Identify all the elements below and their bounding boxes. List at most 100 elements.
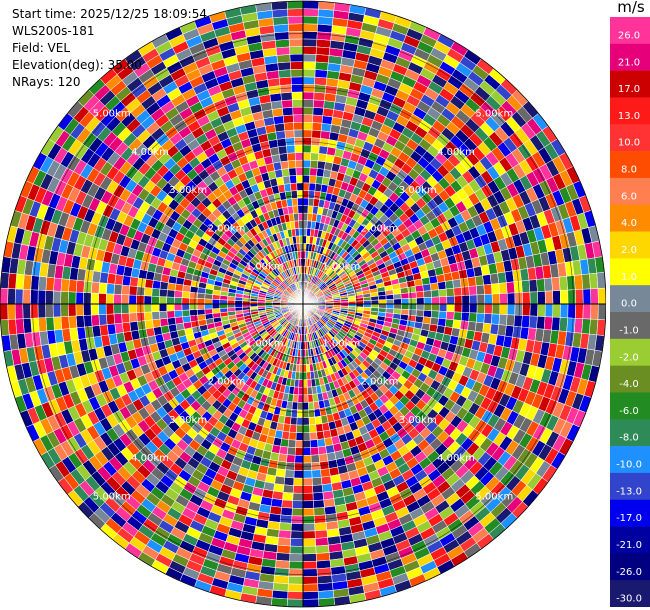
velocity-gate — [320, 468, 331, 478]
velocity-gate — [128, 294, 137, 305]
colorbar-tick-label: 1.0 — [621, 272, 637, 283]
velocity-gate — [75, 303, 84, 317]
velocity-gate — [597, 303, 606, 321]
velocity-gate — [181, 309, 191, 317]
range-ring-label: 2.00km — [208, 377, 246, 388]
velocity-gate — [543, 277, 553, 292]
range-ring-label: 3.00km — [169, 185, 207, 196]
velocity-gate — [302, 38, 318, 48]
velocity-gate — [0, 303, 9, 321]
velocity-gate — [558, 276, 569, 291]
velocity-gate — [286, 152, 296, 162]
velocity-gate — [287, 8, 304, 17]
range-ring-label: 1.00km — [246, 262, 284, 273]
velocity-gate — [279, 445, 289, 455]
velocity-gate — [320, 130, 331, 140]
velocity-gate — [274, 31, 290, 41]
velocity-gate — [506, 281, 516, 294]
velocity-gate — [37, 276, 48, 291]
velocity-gate — [522, 303, 531, 317]
velocity-gate — [75, 315, 85, 329]
velocity-gate — [60, 316, 70, 330]
velocity-gate — [320, 475, 332, 486]
velocity-gate — [312, 492, 324, 501]
velocity-gate — [558, 317, 569, 332]
velocity-gate — [491, 283, 500, 295]
velocity-gate — [302, 228, 308, 237]
velocity-gate — [499, 293, 508, 305]
velocity-gate — [219, 307, 228, 313]
velocity-gate — [309, 160, 319, 169]
velocity-gate — [30, 303, 39, 319]
velocity-gate — [113, 313, 123, 325]
velocity-gate — [278, 522, 292, 532]
velocity-gate — [196, 298, 205, 305]
range-ring-label: 2.00km — [361, 377, 399, 388]
velocity-gate — [306, 371, 312, 380]
colorbar-tick-label: -8.0 — [619, 433, 639, 444]
velocity-gate — [302, 492, 314, 502]
velocity-gate — [197, 314, 206, 321]
velocity-gate — [474, 321, 485, 333]
velocity-gate — [453, 311, 463, 321]
colorbar-tick-label: -17.0 — [616, 513, 642, 524]
velocity-gate — [590, 288, 599, 305]
velocity-gate — [166, 310, 176, 319]
velocity-gate — [152, 318, 162, 328]
velocity-gate — [307, 386, 313, 396]
velocity-gate — [302, 61, 316, 70]
velocity-gate — [575, 289, 584, 305]
velocity-gate — [320, 122, 332, 133]
colorbar-tick-label: -1.0 — [619, 326, 639, 337]
velocity-gate — [67, 303, 77, 317]
velocity-gate — [313, 507, 326, 517]
velocity-gate — [302, 530, 316, 540]
velocity-gate — [75, 291, 84, 305]
velocity-gate — [309, 439, 319, 448]
velocity-gate — [174, 290, 183, 298]
velocity-gate — [302, 15, 319, 25]
velocity-gate — [128, 303, 137, 314]
velocity-gate — [430, 289, 440, 298]
velocity-gate — [121, 312, 130, 324]
velocity-gate — [196, 303, 205, 310]
velocity-gate — [292, 485, 304, 494]
velocity-gate — [281, 99, 293, 109]
velocity-gate — [310, 152, 320, 162]
velocity-gate — [174, 310, 183, 318]
velocity-gate — [421, 276, 431, 286]
velocity-gate — [60, 303, 69, 317]
velocity-gate — [284, 190, 293, 200]
velocity-gate — [297, 394, 304, 403]
velocity-gate — [289, 553, 304, 562]
velocity-gate — [277, 453, 288, 463]
velocity-gate — [363, 300, 372, 305]
velocity-gate — [506, 314, 516, 327]
velocity-gate — [543, 316, 553, 331]
velocity-gate — [484, 293, 493, 305]
velocity-gate — [308, 409, 316, 418]
velocity-gate — [144, 319, 154, 330]
velocity-gate — [278, 76, 292, 86]
velocity-gate — [415, 291, 425, 299]
velocity-gate — [302, 212, 309, 222]
velocity-gate — [468, 285, 478, 296]
velocity-gate — [90, 281, 100, 294]
velocity-gate — [53, 316, 63, 331]
velocity-gate — [219, 303, 228, 309]
velocity-gate — [90, 292, 100, 305]
velocity-gate — [316, 31, 332, 41]
velocity-gate — [431, 303, 440, 312]
velocity-gate — [567, 289, 576, 305]
velocity-gate — [408, 303, 417, 311]
velocity-gate — [314, 522, 328, 532]
velocity-gate — [277, 537, 291, 547]
velocity-gate — [75, 279, 85, 293]
velocity-gate — [308, 182, 316, 192]
velocity-gate — [173, 297, 183, 305]
velocity-gate — [575, 303, 584, 319]
velocity-gate — [385, 298, 395, 305]
velocity-gate — [401, 303, 410, 310]
velocity-gate — [283, 183, 292, 193]
velocity-gate — [292, 205, 299, 214]
